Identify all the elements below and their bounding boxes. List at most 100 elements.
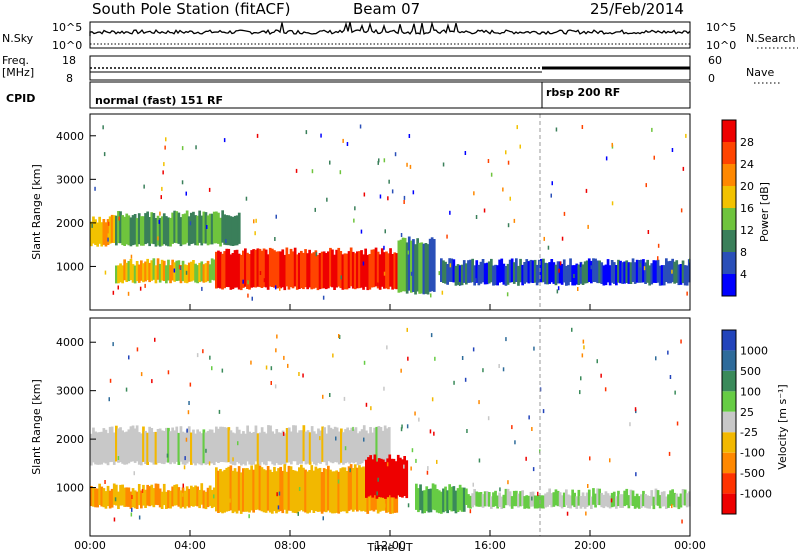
heatmap-point	[406, 327, 408, 332]
heatmap-cell	[183, 432, 187, 465]
heatmap-cell	[100, 222, 104, 247]
heatmap-cell	[227, 427, 231, 463]
heatmap-cell	[517, 493, 520, 508]
heatmap-cell	[102, 488, 106, 508]
heatmap-point	[277, 505, 280, 510]
heatmap-cell	[162, 260, 166, 281]
heatmap-cell	[125, 487, 129, 507]
heatmap-point	[433, 431, 435, 436]
heatmap-cell	[212, 211, 216, 244]
colorbar-tick-label: -500	[740, 467, 765, 480]
heatmap-cell	[252, 432, 256, 465]
heatmap-cell	[308, 249, 311, 288]
heatmap-point	[386, 345, 388, 350]
colorbar-tick-label: 8	[740, 246, 747, 259]
heatmap-cell	[448, 484, 451, 511]
heatmap-cell	[194, 263, 197, 283]
heatmap-point	[394, 152, 397, 157]
heatmap-cell	[127, 261, 131, 282]
heatmap-point	[403, 200, 405, 204]
heatmap-point	[107, 233, 110, 238]
heatmap-cell	[604, 491, 608, 507]
heatmap-point	[411, 448, 414, 453]
colorbar-segment	[722, 473, 736, 494]
heatmap-cell	[162, 483, 166, 506]
heatmap-cell	[293, 247, 297, 287]
heatmap-point	[359, 124, 362, 129]
heatmap-cell	[444, 486, 447, 512]
heatmap-cell	[508, 491, 512, 507]
heatmap-cell	[592, 258, 595, 282]
heatmap-cell	[365, 459, 368, 498]
heatmap-point	[94, 186, 96, 191]
heatmap-cell	[479, 492, 483, 507]
heatmap-point	[669, 375, 672, 379]
heatmap-cell	[343, 467, 347, 512]
heatmap-point	[337, 479, 340, 484]
heatmap-cell	[98, 216, 101, 244]
heatmap-cell	[410, 240, 413, 293]
heatmap-cell	[239, 472, 243, 514]
heatmap-cell	[375, 461, 379, 499]
heatmap-cell	[654, 260, 658, 283]
heatmap-point	[208, 461, 211, 466]
colorbar-tick-label: 1000	[740, 344, 768, 357]
heatmap-point	[136, 347, 139, 352]
heatmap-cell	[492, 265, 495, 286]
heatmap-point	[487, 416, 490, 421]
heatmap-point	[464, 377, 467, 382]
heatmap-point	[509, 196, 511, 201]
heatmap-cell	[148, 262, 151, 283]
heatmap-point	[400, 233, 403, 237]
heatmap-cell	[542, 258, 545, 283]
heatmap-point	[162, 170, 164, 175]
heatmap-cell	[519, 258, 522, 283]
y-tick-label: 3000	[56, 385, 84, 398]
heatmap-point	[507, 160, 510, 165]
heatmap-cell	[127, 487, 131, 507]
heatmap-cell	[202, 264, 206, 283]
heatmap-cell	[283, 254, 287, 291]
heatmap-cell	[490, 496, 493, 509]
heatmap-cell	[108, 216, 112, 244]
nsky-trace	[89, 20, 691, 45]
heatmap-cell	[540, 495, 543, 509]
colorbar-frame	[721, 329, 737, 515]
heatmap-cell	[137, 484, 141, 506]
heatmap-point	[138, 515, 141, 520]
heatmap-point	[232, 457, 234, 462]
heatmap-point	[475, 215, 478, 219]
heatmap-cell	[237, 212, 241, 244]
heatmap-cell	[560, 495, 564, 509]
heatmap-point	[250, 360, 252, 365]
heatmap-cell	[340, 428, 343, 463]
heatmap-cell	[206, 215, 210, 246]
heatmap-cell	[304, 249, 307, 288]
heatmap-cell	[456, 264, 460, 285]
heatmap-cell	[194, 215, 197, 246]
heatmap-point	[587, 224, 589, 229]
heatmap-point	[245, 196, 248, 201]
heatmap-cell	[285, 471, 289, 514]
heatmap-cell	[446, 264, 449, 285]
heatmap-cell	[673, 261, 676, 284]
heatmap-cell	[343, 253, 347, 290]
heatmap-point	[242, 279, 244, 284]
heatmap-cell	[321, 426, 324, 462]
heatmap-point	[590, 265, 592, 270]
heatmap-point	[400, 368, 402, 373]
heatmap-cell	[94, 431, 97, 465]
heatmap-cell	[117, 428, 120, 463]
heatmap-cell	[428, 238, 432, 292]
heatmap-point	[248, 514, 250, 519]
heatmap-cell	[623, 490, 626, 507]
heatmap-point	[561, 236, 564, 241]
heatmap-cell	[467, 494, 470, 508]
heatmap-cell	[206, 260, 210, 282]
heatmap-cell	[175, 426, 179, 462]
heatmap-cell	[125, 213, 129, 245]
heatmap-cell	[179, 490, 183, 509]
heatmap-cell	[279, 432, 283, 465]
heatmap-point	[118, 216, 120, 221]
heatmap-cell	[198, 431, 201, 465]
